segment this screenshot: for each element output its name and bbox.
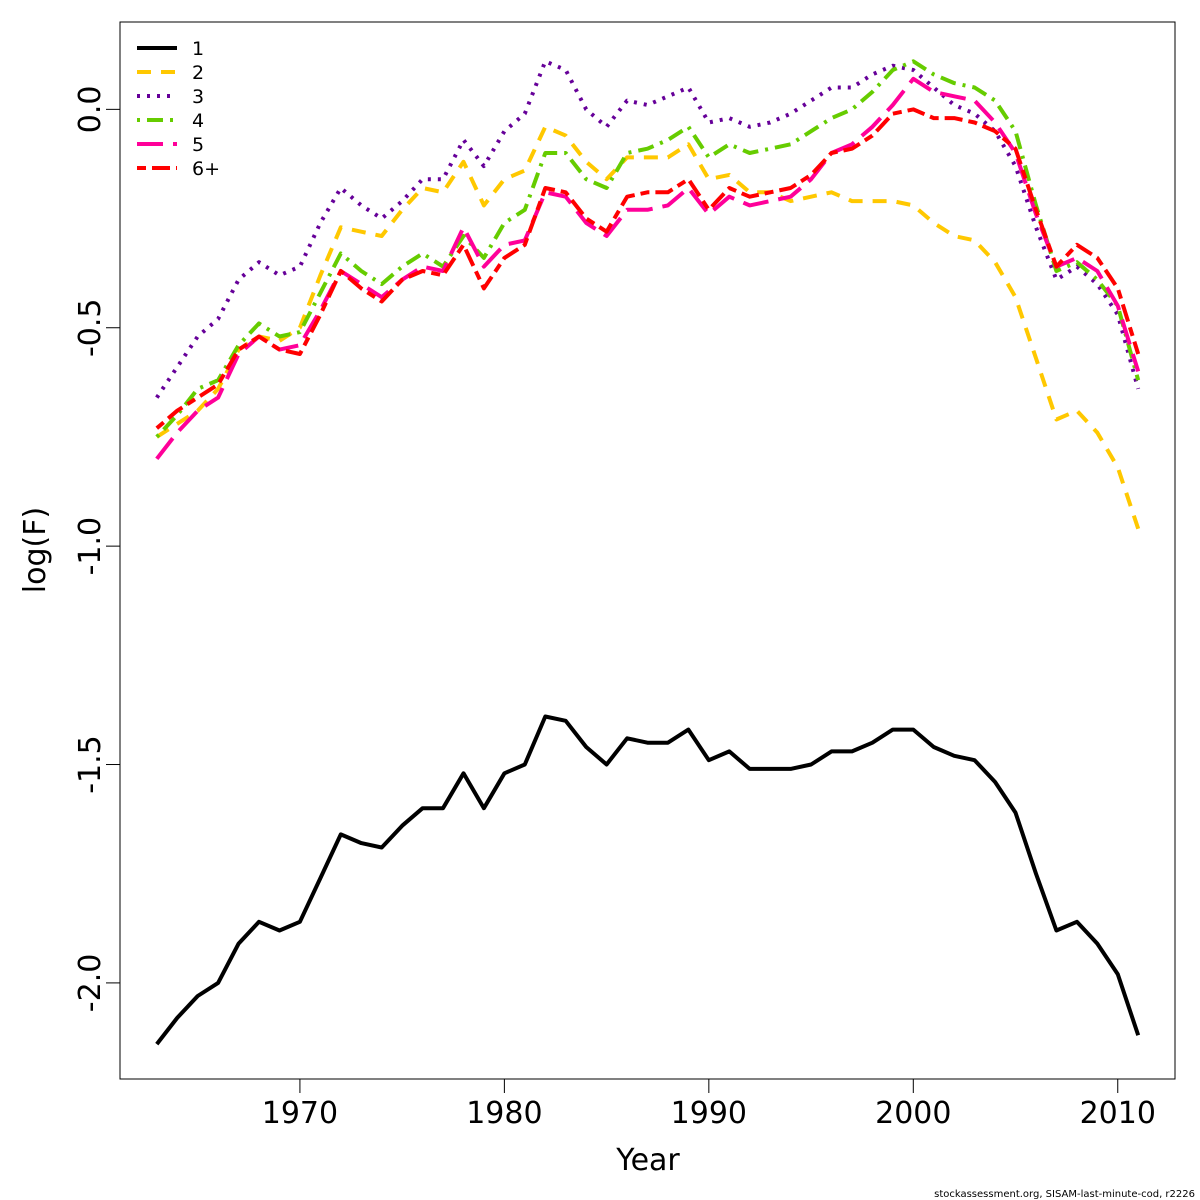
y-tick-label: -1.5 <box>73 735 108 794</box>
legend-label: 1 <box>192 38 204 60</box>
series-line-3 <box>155 59 1141 399</box>
series-line-4 <box>155 59 1141 439</box>
x-tick-label: 1970 <box>262 1096 338 1131</box>
y-tick-label: 0.0 <box>73 85 108 133</box>
x-tick-label: 1990 <box>671 1096 747 1131</box>
x-tick-label: 2010 <box>1080 1096 1156 1131</box>
legend-label: 5 <box>192 134 204 156</box>
y-tick-label: -1.0 <box>73 517 108 576</box>
legend-label: 6+ <box>192 158 220 180</box>
series-line-2 <box>155 124 1141 530</box>
legend-label: 3 <box>192 86 204 108</box>
series-line-5 <box>155 76 1141 461</box>
footer-credit: stockassessment.org, SISAM-last-minute-c… <box>934 1189 1195 1200</box>
y-tick-label: -2.0 <box>73 954 108 1013</box>
plot-frame <box>119 21 1176 1080</box>
x-axis-title: Year <box>615 1143 680 1178</box>
x-tick-label: 2000 <box>875 1096 951 1131</box>
y-tick-label: -0.5 <box>73 298 108 357</box>
y-axis: -2.0 -1.5 -1.0 -0.5 0.0 <box>73 85 121 1013</box>
legend-label: 2 <box>192 62 204 84</box>
y-axis-title: log(F) <box>18 507 53 593</box>
series-layer <box>155 59 1141 1046</box>
x-tick-label: 1980 <box>466 1096 542 1131</box>
x-axis: 1970 1980 1990 2000 2010 <box>262 1078 1156 1131</box>
legend-label: 4 <box>192 110 204 132</box>
series-line-6 <box>155 107 1141 430</box>
series-line-1 <box>155 714 1141 1046</box>
